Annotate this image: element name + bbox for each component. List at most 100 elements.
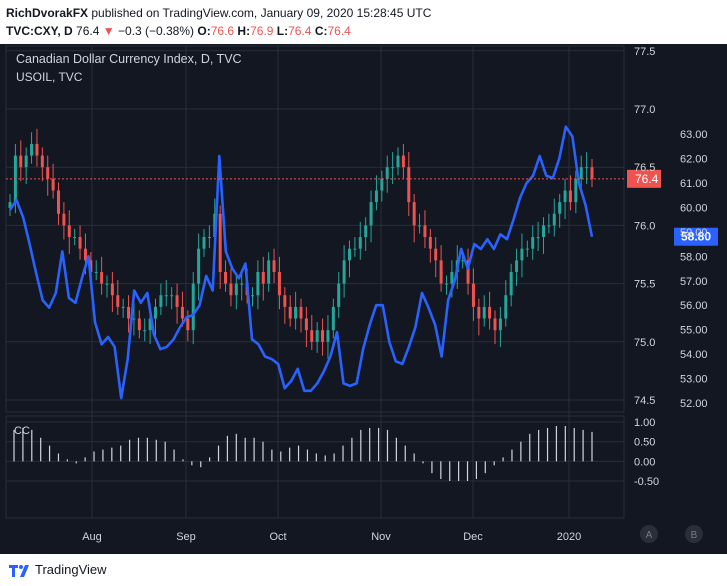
oil-tick-label: 63.00 (680, 129, 708, 141)
candle-body (186, 318, 190, 331)
date-tick-label: Nov (371, 531, 391, 543)
osc-tick-label: 0.00 (634, 456, 655, 468)
oil-tick-label: 58.00 (680, 251, 708, 263)
candle-body (342, 260, 346, 284)
main-pane-frame (5, 45, 625, 413)
tradingview-logo-icon[interactable] (8, 562, 32, 578)
candle-body (348, 248, 351, 261)
open-label: O: (197, 24, 211, 38)
candle-body (547, 225, 551, 227)
candle-body (315, 330, 319, 342)
candle-body (466, 260, 470, 284)
author-name: RichDvorakFX (6, 6, 89, 20)
candle-body (509, 271, 513, 296)
candle-body (536, 237, 540, 239)
candle-body (558, 202, 562, 214)
candle-body (353, 248, 357, 250)
price-chart[interactable]: 76.4 58.80 77.5 77.0 76.5 76.0 75.5 75.0 74.5 63… (0, 44, 727, 554)
candle-body (105, 283, 109, 285)
oil-tick-label: 56.00 (680, 300, 708, 312)
candle-body (450, 271, 454, 284)
overlay-legend: USOIL, TVC (16, 70, 83, 84)
osc-tick-label: -0.50 (634, 476, 659, 488)
candle-body (439, 260, 443, 284)
candle-body (116, 295, 120, 307)
last-price-value: 76.4 (635, 172, 659, 186)
candle-body (175, 295, 179, 307)
candle-body (434, 248, 438, 261)
candle-body (574, 178, 578, 203)
brand-name[interactable]: TradingView (35, 562, 107, 577)
candle-body (337, 283, 341, 307)
candle-body (224, 271, 228, 284)
candle-body (585, 167, 589, 169)
candle-body (78, 237, 82, 249)
price-tick-label: 77.0 (634, 104, 655, 116)
candle-body (364, 225, 368, 238)
candle-body (283, 295, 287, 307)
candle-body (542, 225, 545, 238)
candle-body (100, 271, 104, 284)
candle-body (331, 306, 335, 331)
high-value: 76.9 (250, 24, 274, 38)
oil-tick-label: 52.00 (680, 398, 708, 410)
last-price-line: 76.4 58.80 (6, 169, 718, 246)
candle-body (515, 260, 519, 272)
candle-body (531, 237, 535, 249)
osc-tick-label: 0.50 (634, 437, 655, 449)
candle-body (412, 202, 416, 226)
candle-body (294, 306, 298, 319)
ohlc-line: TVC:CXY, D 76.4 ▼ −0.3 (−0.38%) O:76.6 H… (6, 24, 351, 38)
candle-body (520, 248, 524, 261)
pane-b-label: B (691, 530, 698, 541)
candle-body (170, 295, 174, 297)
candle-body (30, 143, 34, 156)
candle-body (498, 318, 502, 331)
candle-body (94, 271, 98, 273)
candle-body (46, 167, 50, 179)
candle-body (240, 283, 244, 285)
candle-body (445, 283, 448, 285)
candle-body (121, 306, 125, 308)
candle-body (418, 225, 422, 227)
open-value: 76.6 (210, 24, 235, 38)
candle-body (482, 306, 486, 319)
candle-body (267, 260, 271, 284)
price-axes: 77.5 77.0 76.5 76.0 75.5 75.0 74.5 63.00 62.00 61… (634, 46, 708, 488)
price-tick-label: 76.5 (634, 162, 655, 174)
candle-body (67, 225, 71, 238)
oscillator-pane-frame (5, 415, 625, 519)
oil-tick-label: 62.00 (680, 154, 708, 166)
candle-body (40, 155, 44, 168)
candle-body (154, 306, 157, 319)
candle-body (51, 178, 55, 191)
date-tick-label: Oct (269, 531, 286, 543)
oil-tick-label: 53.00 (680, 374, 708, 386)
candle-body (525, 248, 529, 250)
close-label: C: (314, 24, 328, 38)
candle-body (477, 306, 481, 319)
candle-body (568, 190, 572, 203)
candle-body (180, 306, 184, 319)
oil-tick-label: 54.00 (680, 349, 708, 361)
candle-body (110, 283, 114, 296)
change-value: −0.3 (−0.38%) (117, 24, 195, 38)
candle-body (159, 295, 163, 307)
candle-body (272, 260, 276, 272)
candle-body (407, 167, 411, 203)
candle-body (288, 306, 292, 319)
cc-oscillator (13, 425, 593, 481)
candle-body (488, 306, 492, 319)
candle-body (148, 318, 152, 331)
oscillator-label: CC (14, 425, 30, 437)
candle-body (374, 190, 378, 203)
candle-body (218, 213, 222, 272)
candle-body (552, 213, 556, 226)
chart-grid (5, 45, 625, 519)
candle-body (326, 330, 330, 342)
price-tick-label: 75.5 (634, 279, 655, 291)
pane-a-button (640, 525, 658, 543)
candle-body (207, 237, 211, 239)
date-tick-label: Dec (463, 531, 483, 543)
date-tick-label: Sep (176, 531, 196, 543)
